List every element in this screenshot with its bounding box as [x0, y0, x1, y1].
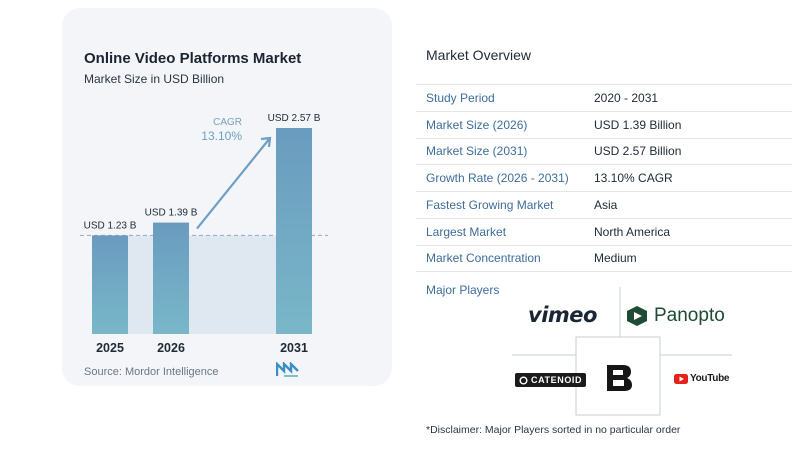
category-label: 2031: [280, 341, 308, 355]
panopto-label: Panopto: [654, 305, 725, 326]
overview-value: USD 1.39 Billion: [594, 117, 682, 132]
b-brand-logo: B: [604, 363, 634, 393]
overview-key: Growth Rate (2026 - 2031): [426, 171, 569, 186]
youtube-play-icon: [674, 373, 688, 384]
overview-title: Market Overview: [426, 47, 532, 63]
bar: [92, 235, 128, 334]
bar: [276, 128, 312, 334]
overview-row: Largest Market North America: [416, 217, 792, 245]
overview-key: Fastest Growing Market: [426, 198, 554, 213]
catenoid-logo: CATENOID: [515, 373, 587, 387]
catenoid-label: CATENOID: [531, 375, 583, 385]
vimeo-logo: vimeo: [528, 303, 597, 327]
overview-key: Market Size (2031): [426, 144, 528, 159]
catenoid-icon: [519, 376, 528, 384]
overview-value: Medium: [594, 251, 637, 266]
mordor-logo-icon: [276, 362, 299, 377]
disclaimer: *Disclaimer: Major Players sorted in no …: [426, 424, 681, 436]
youtube-logo: YouTube: [674, 373, 730, 384]
source-note: Source: Mordor Intelligence: [84, 366, 219, 378]
overview-value: 13.10% CAGR: [594, 171, 673, 186]
overview-row: Market Size (2031) USD 2.57 Billion: [416, 137, 792, 165]
overview-value: USD 2.57 Billion: [594, 144, 682, 159]
overview-row: Study Period 2020 - 2031: [416, 84, 792, 111]
youtube-label: YouTube: [690, 373, 730, 384]
chart-title: Online Video Platforms Market: [84, 50, 302, 67]
overview-key: Market Size (2026): [426, 117, 528, 132]
overview-row: Fastest Growing Market Asia: [416, 191, 792, 218]
overview-value: Asia: [594, 198, 618, 213]
vimeo-label: vimeo: [528, 303, 597, 327]
data-label: USD 2.57 B: [268, 113, 321, 124]
panopto-icon: [627, 306, 647, 326]
bar: [153, 222, 189, 334]
data-label: USD 1.39 B: [145, 208, 198, 219]
cagr-label: CAGR: [213, 117, 242, 128]
cagr-arrow-line: [196, 137, 271, 230]
overview-row: Market Concentration Medium: [416, 244, 792, 272]
category-label: 2025: [96, 341, 124, 355]
overview-value: 2020 - 2031: [594, 90, 659, 105]
overview-key: Market Concentration: [426, 251, 541, 266]
data-label: USD 1.23 B: [84, 220, 137, 231]
panopto-logo: Panopto: [626, 305, 725, 327]
players-title: Major Players: [426, 283, 500, 297]
overview-row: Market Size (2026) USD 1.39 Billion: [416, 110, 792, 138]
overview-key: Study Period: [426, 90, 495, 105]
overview-key: Largest Market: [426, 224, 507, 239]
cagr-value: 13.10%: [201, 129, 242, 143]
b-logo-icon: [607, 365, 632, 391]
cagr-arrow-head: [260, 136, 272, 148]
category-label: 2026: [157, 341, 185, 355]
overview-value: North America: [594, 224, 671, 239]
overview-row: Growth Rate (2026 - 2031) 13.10% CAGR: [416, 164, 792, 191]
bar-chart: USD 1.23 B 2025 USD 1.39 B 2026 USD 2.57 B 20…: [80, 113, 328, 355]
chart-subtitle: Market Size in USD Billion: [84, 72, 225, 86]
overview-table: Study Period 2020 - 2031 Market Size (2026…: [416, 84, 792, 272]
